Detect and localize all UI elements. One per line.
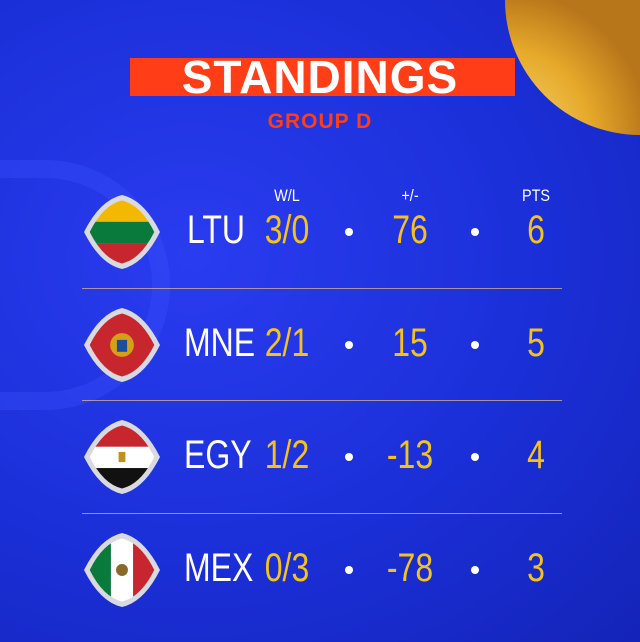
team-name: MEX <box>184 546 254 590</box>
win-loss: 3/0 <box>264 208 310 252</box>
standings-row: MEX 0/3 -78 3 <box>0 530 640 610</box>
separator-dot <box>345 228 353 236</box>
standings-row: MNE 2/1 15 5 <box>0 305 640 385</box>
divider <box>82 288 562 289</box>
team-name: EGY <box>184 433 252 477</box>
separator-dot <box>471 228 479 236</box>
team-name: MNE <box>184 321 256 365</box>
mexico-flag-icon <box>84 533 160 607</box>
group-label: GROUP D <box>267 110 373 133</box>
points: 6 <box>527 208 545 252</box>
points: 3 <box>527 546 545 590</box>
divider <box>82 513 562 514</box>
separator-dot <box>345 566 353 574</box>
point-diff: 76 <box>392 208 428 252</box>
divider <box>82 400 562 401</box>
column-header-diff: +/- <box>401 186 419 205</box>
point-diff: -78 <box>386 546 434 590</box>
egypt-flag-icon <box>84 420 160 494</box>
title-banner <box>130 58 515 96</box>
separator-dot <box>345 341 353 349</box>
win-loss: 2/1 <box>264 321 310 365</box>
separator-dot <box>471 453 479 461</box>
page-title: STANDINGS <box>181 51 459 103</box>
standings-row: EGY 1/2 -13 4 <box>0 417 640 497</box>
standings-row: LTU 3/0 76 6 <box>0 192 640 272</box>
win-loss: 1/2 <box>264 433 310 477</box>
points: 4 <box>527 433 545 477</box>
point-diff: -13 <box>386 433 434 477</box>
column-header-pts: PTS <box>521 186 551 205</box>
point-diff: 15 <box>392 321 428 365</box>
separator-dot <box>471 341 479 349</box>
separator-dot <box>345 453 353 461</box>
montenegro-flag-icon <box>84 308 160 382</box>
team-name: LTU <box>186 208 246 252</box>
points: 5 <box>527 321 545 365</box>
lithuania-flag-icon <box>84 195 160 269</box>
separator-dot <box>471 566 479 574</box>
column-header-wl: W/L <box>274 186 300 205</box>
win-loss: 0/3 <box>264 546 310 590</box>
